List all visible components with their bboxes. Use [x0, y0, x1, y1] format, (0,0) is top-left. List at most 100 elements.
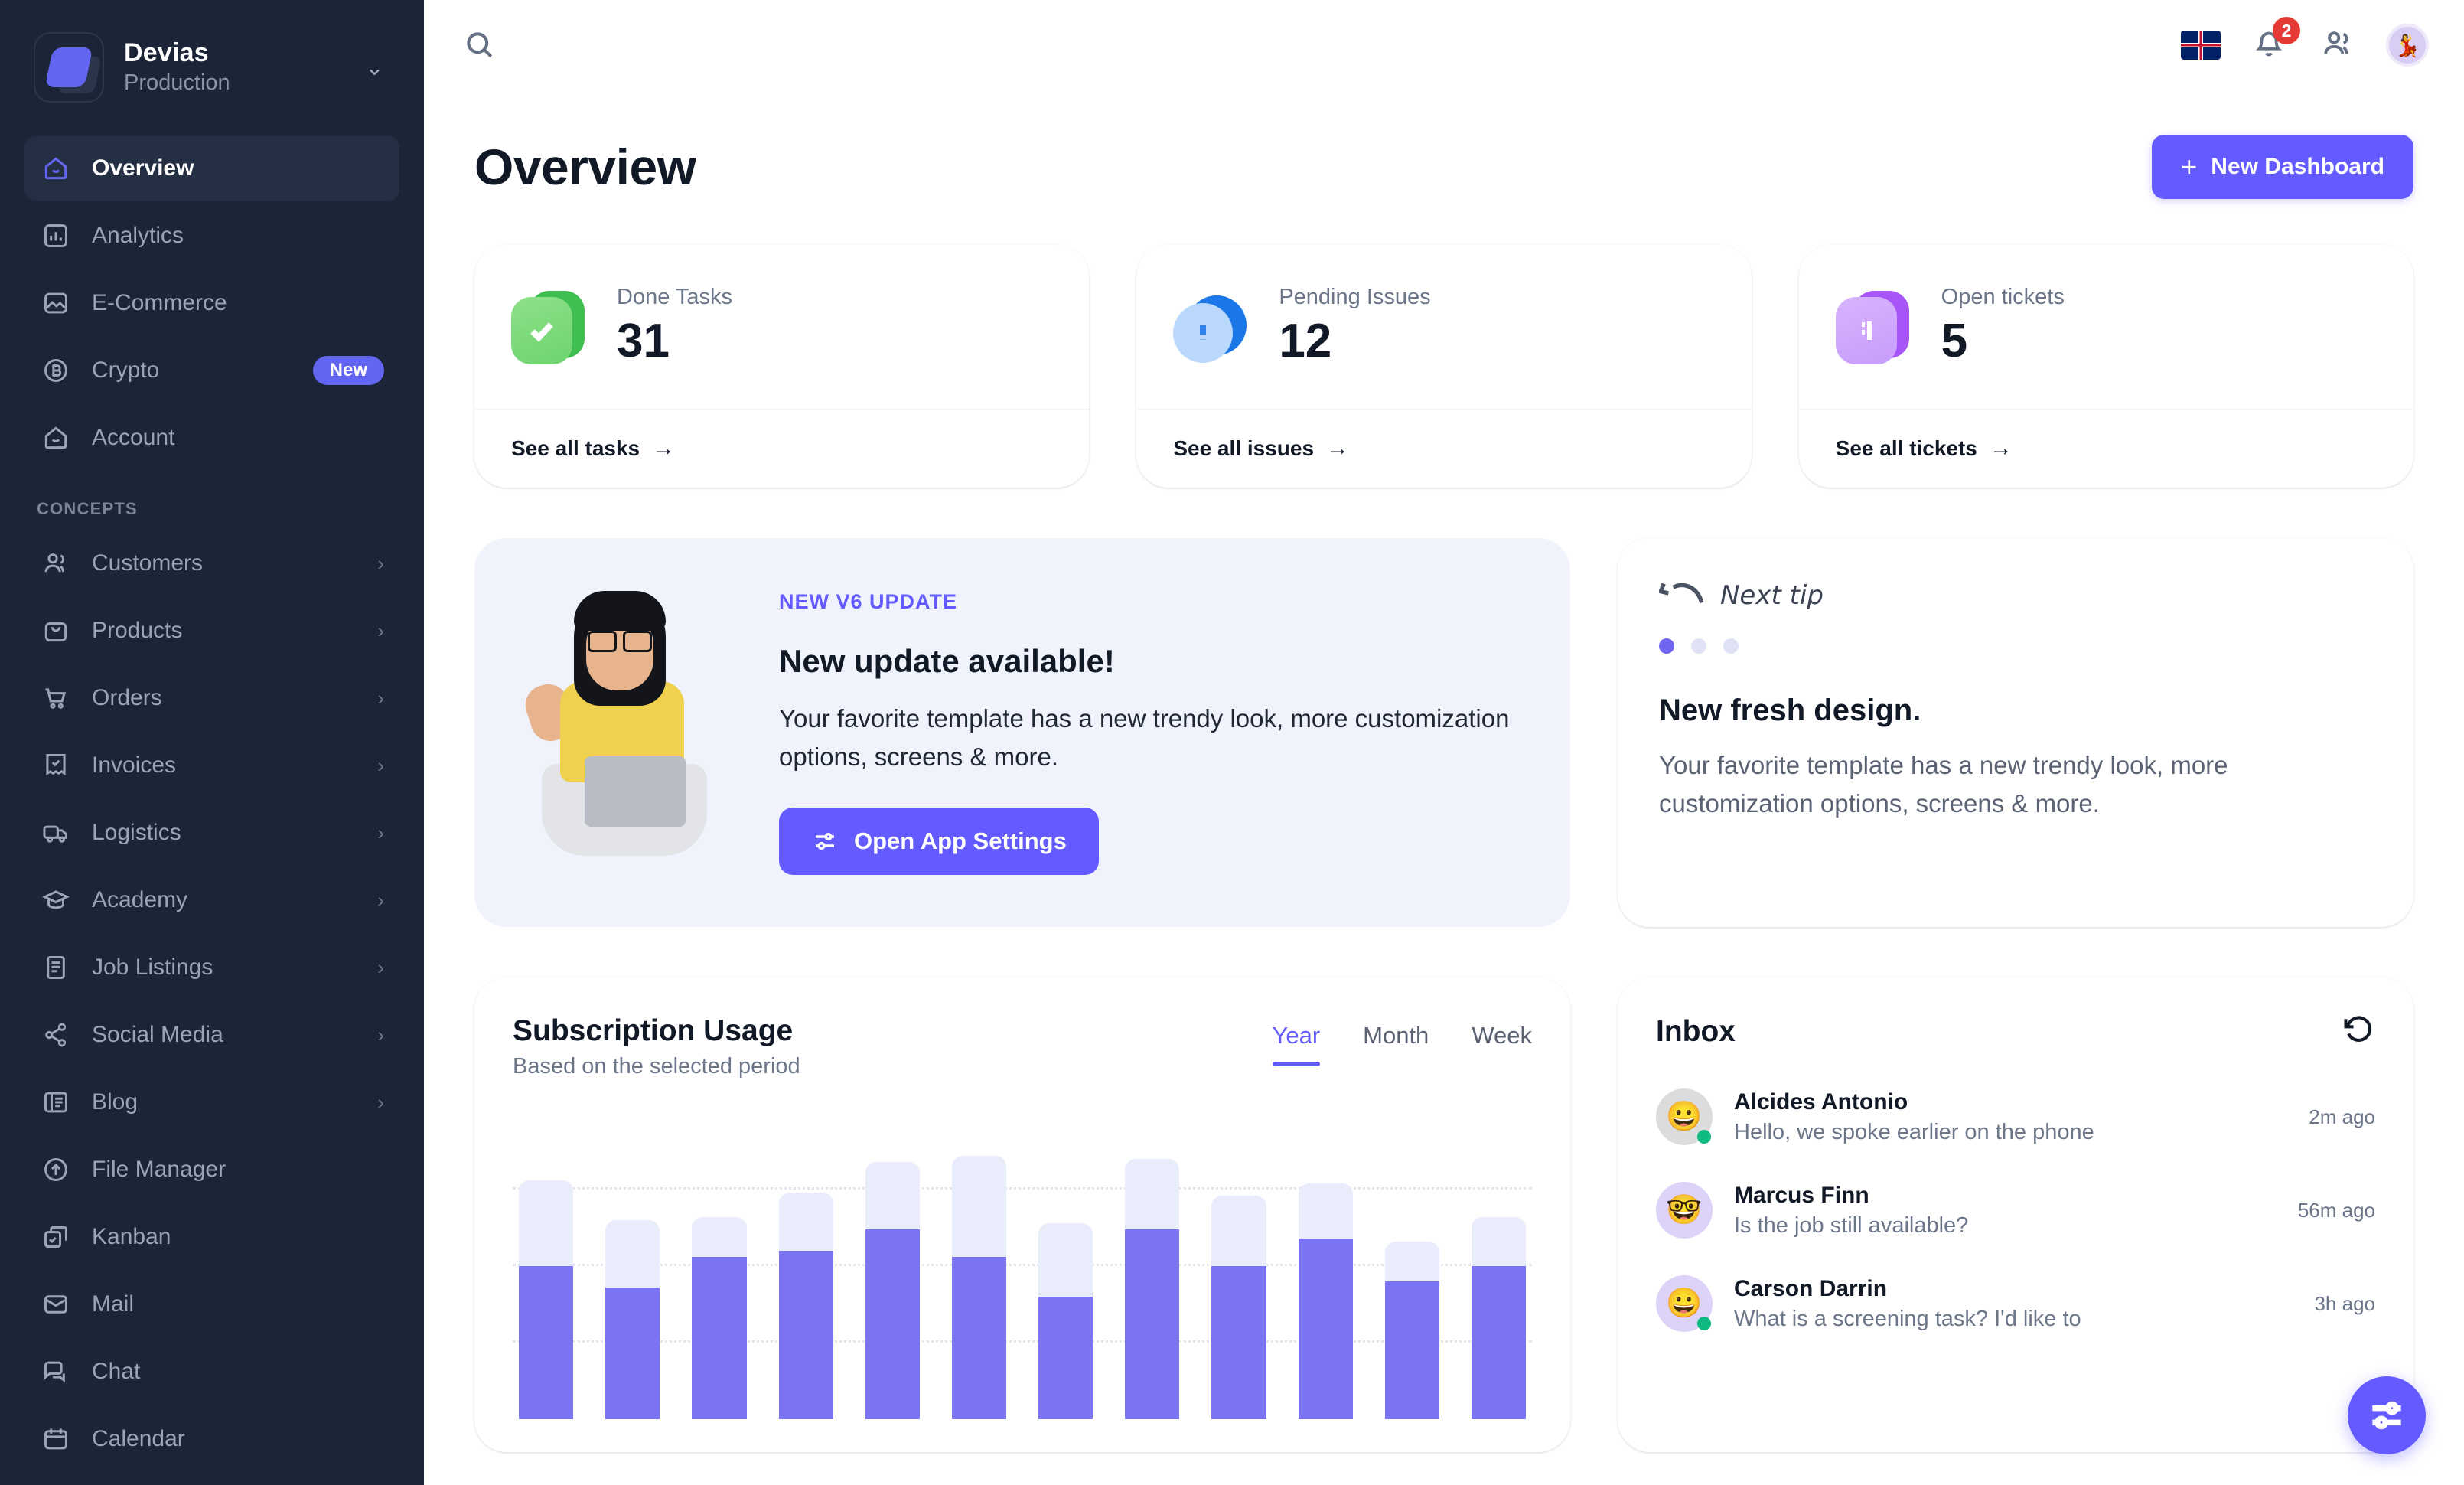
sidebar-item-file-manager[interactable]: File Manager	[24, 1137, 399, 1202]
bar-chart-icon	[40, 220, 72, 252]
inbox-message-text: Alcides Antonio Hello, we spoke earlier …	[1734, 1089, 2287, 1145]
chevron-right-icon: ›	[377, 753, 384, 777]
see-all-issues-link[interactable]: See all issues →	[1136, 409, 1752, 488]
receipt-check-icon	[40, 749, 72, 782]
app-logo-icon	[34, 32, 104, 103]
see-all-tasks-link[interactable]: See all tasks →	[474, 409, 1090, 488]
inbox-message-row[interactable]: 😀 Alcides Antonio Hello, we spoke earlie…	[1656, 1070, 2375, 1164]
truck-icon	[40, 817, 72, 849]
stat-cards: Done Tasks 31 See all tasks →	[474, 245, 2413, 488]
arrow-right-icon: →	[1989, 436, 2013, 462]
document-list-icon	[40, 951, 72, 984]
envelope-icon	[40, 1288, 72, 1320]
sidebar-item-label: Chat	[92, 1359, 141, 1384]
chevron-right-icon: ›	[377, 1023, 384, 1046]
sidebar-item-label: Crypto	[92, 357, 160, 383]
chart-bar-column[interactable]	[865, 1113, 920, 1420]
inbox-message-row[interactable]: 🤓 Marcus Finn Is the job still available…	[1656, 1164, 2375, 1257]
chart-bar-column[interactable]	[1384, 1113, 1439, 1420]
stat-card-done-tasks: Done Tasks 31 See all tasks →	[474, 245, 1090, 488]
page-title: Overview	[474, 139, 696, 195]
sidebar-item-blog[interactable]: Blog ›	[24, 1070, 399, 1134]
sidebar-item-calendar[interactable]: Calendar	[24, 1407, 399, 1471]
sidebar-item-logistics[interactable]: Logistics ›	[24, 801, 399, 865]
tip-dot-3[interactable]	[1723, 638, 1739, 654]
new-dashboard-button[interactable]: + New Dashboard	[2152, 135, 2413, 199]
chart-bar-used	[605, 1288, 660, 1420]
chart-bar-column[interactable]	[951, 1113, 1007, 1420]
chart-header: Subscription Usage Based on the selected…	[513, 1014, 1532, 1079]
chart-bar-capacity	[1211, 1196, 1266, 1420]
chart-bar-column[interactable]	[1125, 1113, 1180, 1420]
sidebar-item-social-media[interactable]: Social Media ›	[24, 1003, 399, 1067]
chart-subtitle: Based on the selected period	[513, 1054, 800, 1079]
calendar-icon	[40, 1423, 72, 1455]
users-icon	[40, 547, 72, 579]
stat-card-pending-issues: Pending Issues 12 See all issues →	[1136, 245, 1752, 488]
home-user-icon	[40, 422, 72, 454]
sidebar-item-crypto[interactable]: Crypto New	[24, 338, 399, 403]
avatar[interactable]: 💃	[2386, 24, 2429, 67]
chart-gridlines	[513, 1113, 1532, 1419]
stat-card-body: Open tickets 5	[1799, 245, 2413, 409]
uk-flag-icon[interactable]	[2181, 31, 2221, 60]
tab-month[interactable]: Month	[1363, 1022, 1429, 1049]
sidebar-item-kanban[interactable]: Kanban	[24, 1205, 399, 1269]
chevron-right-icon: ›	[377, 551, 384, 575]
chart-bar-column[interactable]	[778, 1113, 833, 1420]
chart-bars	[513, 1113, 1532, 1420]
inbox-sender-name: Marcus Finn	[1734, 1182, 1869, 1208]
sidebar-item-label: Calendar	[92, 1426, 185, 1451]
sidebar-item-job-listings[interactable]: Job Listings ›	[24, 935, 399, 1000]
sidebar-item-label: Blog	[92, 1089, 139, 1115]
sidebar-item-analytics[interactable]: Analytics	[24, 204, 399, 268]
sidebar-item-chat[interactable]: Chat	[24, 1340, 399, 1404]
chevron-down-icon[interactable]: ⌄	[364, 54, 384, 80]
sidebar-item-invoices[interactable]: Invoices ›	[24, 733, 399, 798]
chart-bar-capacity	[692, 1217, 747, 1420]
chart-bar-capacity	[1384, 1242, 1439, 1420]
chart-bar-column[interactable]	[1471, 1113, 1527, 1420]
bottom-row: Subscription Usage Based on the selected…	[474, 977, 2413, 1453]
tip-dot-2[interactable]	[1691, 638, 1706, 654]
refresh-icon[interactable]	[2342, 1013, 2375, 1050]
sidebar-item-label: Analytics	[92, 223, 184, 248]
tab-week[interactable]: Week	[1472, 1022, 1532, 1049]
promo-eyebrow: NEW V6 UPDATE	[779, 590, 958, 614]
sidebar-item-mail[interactable]: Mail	[24, 1272, 399, 1336]
settings-fab-button[interactable]	[2348, 1376, 2426, 1454]
chart-bar-column[interactable]	[1298, 1113, 1353, 1420]
chart-bar-column[interactable]	[692, 1113, 747, 1420]
stat-value: 12	[1279, 315, 1332, 367]
chart-bar-column[interactable]	[1038, 1113, 1093, 1420]
inbox-card: Inbox 😀 Alcides Antonio Hello, we spoke …	[1618, 977, 2413, 1453]
brand-switcher[interactable]: Devias Production ⌄	[0, 0, 424, 129]
sidebar-item-label: Mail	[92, 1291, 135, 1317]
chart-bar-column[interactable]	[519, 1113, 574, 1420]
search-icon[interactable]	[458, 23, 502, 67]
open-app-settings-button[interactable]: Open App Settings	[779, 808, 1099, 876]
chart-bar-column[interactable]	[605, 1113, 660, 1420]
avatar: 🤓	[1656, 1182, 1713, 1239]
sidebar-item-account[interactable]: Account	[24, 406, 399, 470]
tip-dot-1[interactable]	[1659, 638, 1674, 654]
stat-card-body: Done Tasks 31	[474, 245, 1089, 409]
sidebar-item-ecommerce[interactable]: E-Commerce	[24, 271, 399, 335]
sidebar-item-academy[interactable]: Academy ›	[24, 868, 399, 932]
sidebar-item-customers[interactable]: Customers ›	[24, 531, 399, 596]
arrow-right-icon: →	[652, 436, 676, 462]
sidebar-item-overview[interactable]: Overview	[24, 136, 399, 201]
tip-title: New fresh design.	[1659, 694, 1921, 728]
contacts-button[interactable]	[2320, 26, 2355, 65]
chevron-right-icon: ›	[377, 1090, 384, 1114]
notifications-button[interactable]: 2	[2251, 17, 2300, 64]
chart-bar-column[interactable]	[1211, 1113, 1266, 1420]
inbox-title: Inbox	[1656, 1014, 1736, 1048]
sidebar-item-orders[interactable]: Orders ›	[24, 666, 399, 730]
see-all-tickets-link[interactable]: See all tickets →	[1798, 409, 2413, 488]
sidebar-item-products[interactable]: Products ›	[24, 599, 399, 663]
inbox-timestamp: 2m ago	[2309, 1105, 2375, 1128]
inbox-message-row[interactable]: 😀 Carson Darrin What is a screening task…	[1656, 1257, 2375, 1350]
online-indicator	[1697, 1317, 1711, 1331]
tab-year[interactable]: Year	[1272, 1022, 1320, 1067]
